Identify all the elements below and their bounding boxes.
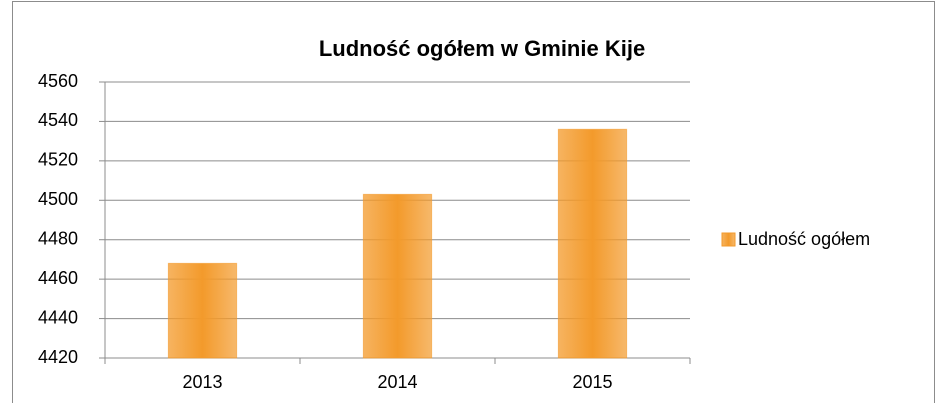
y-tick-label: 4420 [38,347,78,367]
chart-border [12,1,935,403]
y-tick-label: 4480 [38,228,78,248]
y-tick-label: 4560 [38,71,78,91]
legend-label: Ludność ogółem [738,229,870,249]
y-tick-label: 4540 [38,110,78,130]
bar [362,193,433,359]
y-tick-label: 4460 [38,268,78,288]
y-tick-label: 4440 [38,307,78,327]
legend-swatch [721,232,736,247]
x-tick-label: 2014 [377,372,417,392]
x-tick-label: 2015 [572,372,612,392]
y-tick-label: 4500 [38,189,78,209]
bar [167,262,238,359]
x-tick-label: 2013 [182,372,222,392]
chart-title: Ludność ogółem w Gminie Kije [319,36,645,61]
bar [557,128,628,359]
y-tick-label: 4520 [38,150,78,170]
